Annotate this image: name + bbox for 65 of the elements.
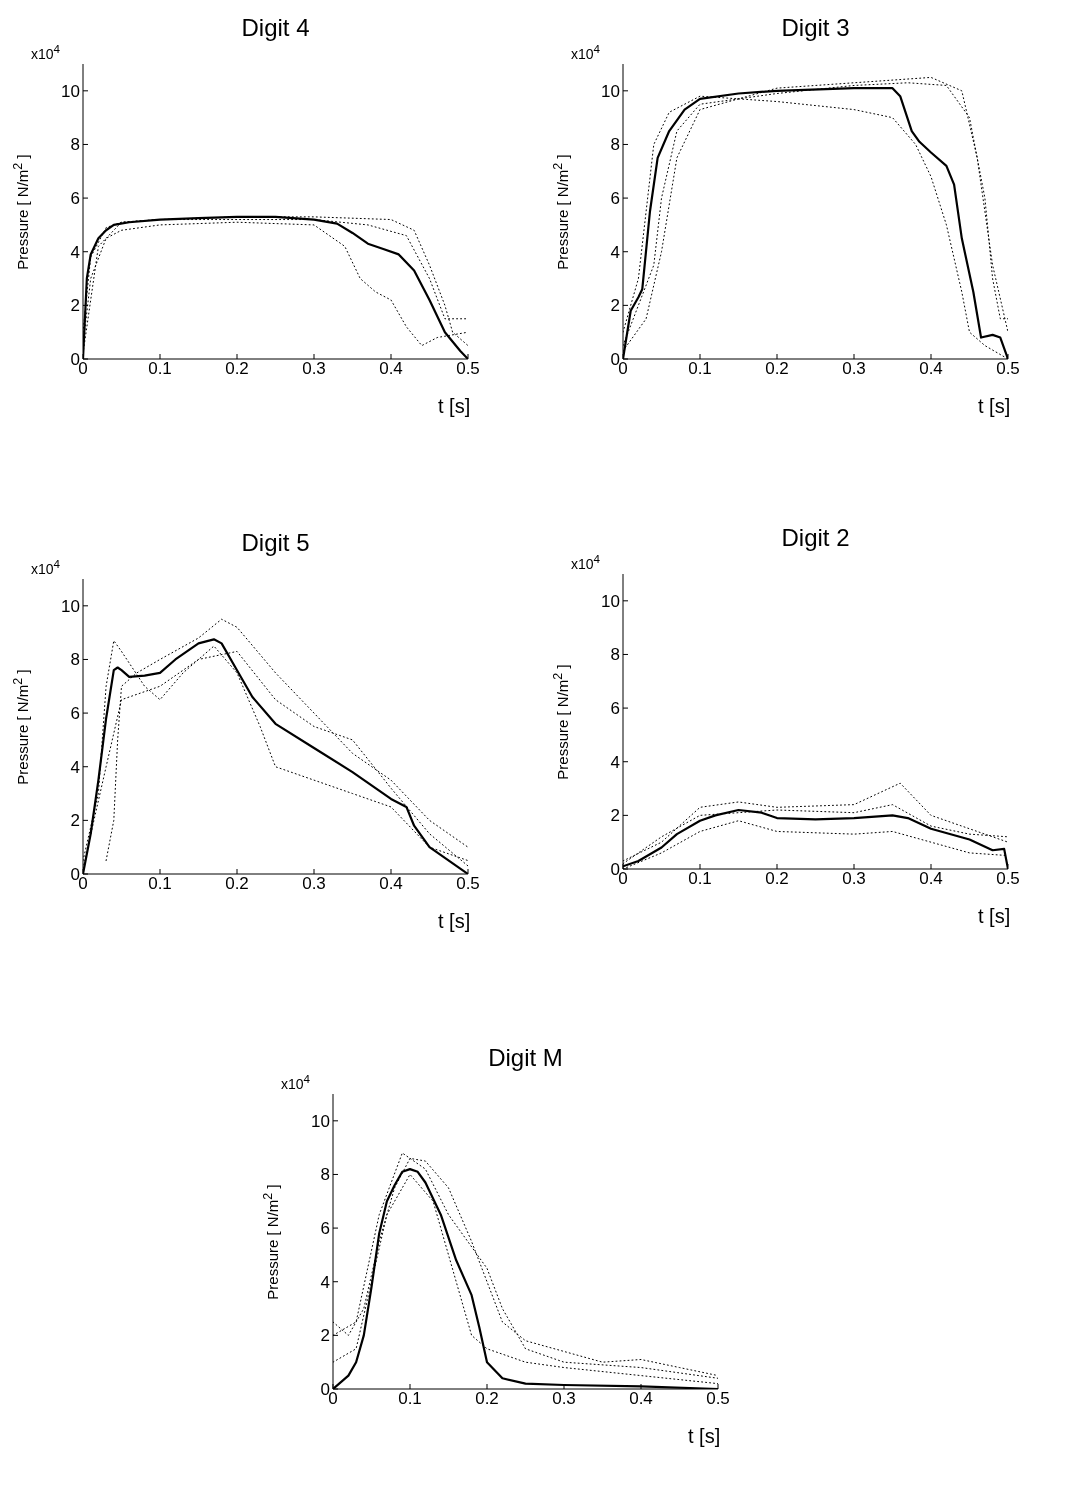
x-axis-title: t [s] [978,395,1011,418]
text: x10$^{4}$ [31,42,61,62]
y-tick-label: 6 [70,704,80,724]
x-tick-label: 0.5 [996,359,1020,379]
x-tick-label: 0.3 [842,869,866,889]
chart-title: Digit 2 [780,524,851,552]
x-tick-label: 0.2 [765,869,789,889]
y-tick-label: 8 [70,135,80,155]
y-tick-label: 10 [61,81,80,101]
y-tick-label: 10 [601,591,620,611]
x-tick-label: 0.3 [552,1389,576,1409]
y-tick-label: 6 [320,1219,330,1239]
x-tick-label: 0.5 [996,869,1020,889]
y-tick-label: 2 [610,806,620,826]
x-tick-label: 0.2 [225,359,249,379]
chart-title: Digit 4 [240,14,311,42]
x-tick-label: 0.1 [688,869,712,889]
x-axis-title: t [s] [438,395,471,418]
y-tick-label: 6 [610,699,620,719]
x-tick-label: 0.1 [148,874,172,894]
x-tick-label: 0.2 [765,359,789,379]
y-tick-label: 4 [70,757,80,777]
x-tick-label: 0.1 [398,1389,422,1409]
chart-title: Digit 5 [240,529,311,557]
x-tick-label: 0.1 [148,359,172,379]
y-tick-label: 8 [70,650,80,670]
y-tick-label: 8 [610,135,620,155]
x-tick-label: 0.5 [456,874,480,894]
x-tick-label: 0.3 [842,359,866,379]
y-tick-label: 2 [70,811,80,831]
y-tick-label: 8 [610,645,620,665]
y-tick-label: 2 [320,1326,330,1346]
y-tick-label: 8 [320,1165,330,1185]
x-tick-label: 0.4 [919,359,943,379]
x-tick-label: 0.4 [919,869,943,889]
x-tick-label: 0.4 [629,1389,653,1409]
x-tick-label: 0.1 [688,359,712,379]
y-tick-label: 2 [70,296,80,316]
text: x10$^{4}$ [281,1072,311,1092]
text: x10$^{4}$ [571,42,601,62]
chart-title: Digit M [487,1044,564,1072]
x-tick-label: 0.2 [225,874,249,894]
x-tick-label: 0.3 [302,359,326,379]
y-tick-label: 6 [70,189,80,209]
y-tick-label: 4 [70,242,80,262]
y-tick-label: 10 [311,1111,330,1131]
y-tick-label: 2 [610,296,620,316]
x-tick-label: 0.4 [379,874,403,894]
y-tick-label: 4 [610,242,620,262]
y-tick-label: 6 [610,189,620,209]
x-axis-title: t [s] [688,1425,721,1448]
x-axis-title: t [s] [978,905,1011,928]
x-tick-label: 0.3 [302,874,326,894]
text: x10$^{4}$ [31,557,61,577]
y-tick-label: 10 [601,81,620,101]
text: x10$^{4}$ [571,552,601,572]
x-axis-title: t [s] [438,910,471,933]
x-tick-label: 0.5 [706,1389,730,1409]
chart-title: Digit 3 [780,14,851,42]
x-tick-label: 0.2 [475,1389,499,1409]
y-tick-label: 4 [320,1272,330,1292]
x-tick-label: 0.5 [456,359,480,379]
x-tick-label: 0.4 [379,359,403,379]
y-tick-label: 4 [610,752,620,772]
y-tick-label: 10 [61,596,80,616]
